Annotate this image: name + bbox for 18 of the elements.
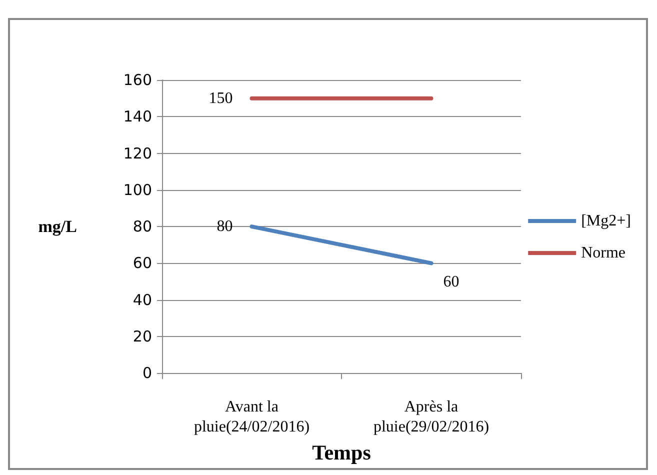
y-tick-label: 160 [123,71,152,89]
data-label: 150 [208,90,233,107]
data-label: 60 [443,274,460,291]
x-tick-label: Avant la pluie(24/02/2016) [194,398,310,436]
y-tick-label: 80 [132,218,152,236]
y-tick-label: 60 [132,254,152,272]
y-axis-title: mg/L [38,217,77,236]
x-axis-title: Temps [312,440,371,464]
legend-label: Norme [581,244,626,262]
y-tick-label: 40 [132,290,152,309]
y-tick-label: 0 [142,364,152,382]
y-tick-label: 100 [123,180,152,199]
x-tick-label: Après la pluie(29/02/2016) [373,398,490,436]
y-tick-label: 120 [123,144,152,162]
legend-label: [Mg2+] [581,212,631,230]
data-label: 80 [216,218,233,236]
y-tick-label: 20 [132,327,152,346]
y-tick-label: 140 [123,108,152,126]
